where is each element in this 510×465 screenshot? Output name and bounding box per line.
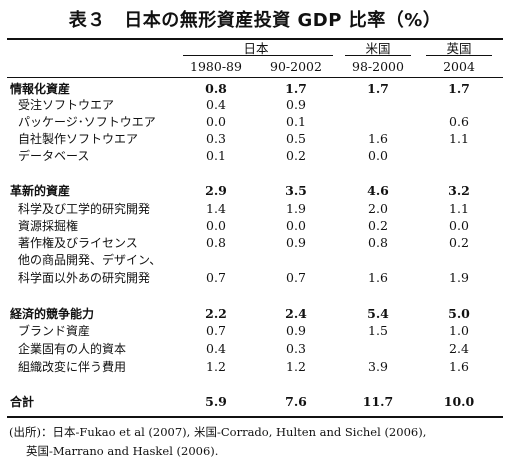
item-value: 0.0 [368, 148, 388, 163]
item-label: 他の商品開発、デザイン、 [18, 253, 162, 267]
item-label: 組織改変に伴う費用 [18, 360, 127, 374]
item-value: 0.1 [286, 114, 306, 129]
item-value: 1.1 [449, 201, 469, 216]
header-period-3: 98-2000 [352, 59, 404, 74]
category-value: 4.6 [367, 183, 389, 198]
item-value: 0.0 [206, 114, 226, 129]
header-japan: 日本 [243, 41, 269, 56]
header-period-2: 90-2002 [270, 59, 322, 74]
item-value: 0.8 [368, 235, 388, 250]
header-period-4: 2004 [443, 59, 475, 74]
item-label: 資源採掘権 [18, 219, 79, 233]
category-value: 3.2 [448, 183, 470, 198]
category-label: 情報化資産 [10, 82, 71, 96]
category-value: 1.7 [285, 81, 307, 96]
item-value: 0.9 [286, 323, 306, 338]
item-label: ブランド資産 [18, 324, 91, 338]
header-underline-japan [183, 55, 333, 56]
total-value: 7.6 [285, 394, 307, 409]
total-value: 5.9 [205, 394, 227, 409]
category-value: 5.0 [448, 306, 470, 321]
item-value: 0.4 [206, 97, 226, 112]
item-value: 1.2 [286, 359, 306, 374]
total-label: 合計 [10, 395, 35, 409]
category-value: 1.7 [448, 81, 470, 96]
category-value: 3.5 [285, 183, 307, 198]
category-value: 2.4 [285, 306, 307, 321]
category-value: 2.2 [205, 306, 227, 321]
item-label: パッケージ･ソフトウエア [18, 115, 156, 129]
item-value: 0.2 [368, 218, 388, 233]
item-value: 1.1 [449, 131, 469, 146]
item-value: 0.6 [449, 114, 469, 129]
source-note-line2: 英国-Marrano and Haskel (2006). [26, 444, 219, 458]
total-value: 10.0 [443, 394, 475, 409]
header-underline-uk [426, 55, 492, 56]
item-value: 0.2 [449, 235, 469, 250]
header-usa: 米国 [365, 41, 391, 56]
category-label: 革新的資産 [10, 184, 71, 198]
item-value: 0.7 [206, 323, 226, 338]
header-period-1: 1980-89 [190, 59, 242, 74]
item-value: 0.9 [286, 97, 306, 112]
header-uk: 英国 [446, 41, 472, 56]
category-value: 0.8 [205, 81, 227, 96]
item-value: 1.9 [286, 201, 306, 216]
bottom-rule [7, 416, 503, 418]
category-value: 2.9 [205, 183, 227, 198]
category-value: 5.4 [367, 306, 389, 321]
total-value: 11.7 [362, 394, 394, 409]
item-label: 科学面以外あの研究開発 [18, 271, 151, 285]
item-value: 1.9 [449, 270, 469, 285]
item-label: データベース [18, 149, 90, 163]
item-value: 0.5 [286, 131, 306, 146]
item-value: 1.6 [368, 270, 388, 285]
source-note-line1: (出所)：日本-Fukao et al (2007), 米国-Corrado, … [9, 425, 427, 439]
item-label: 企業固有の人的資本 [18, 342, 127, 356]
item-value: 0.0 [286, 218, 306, 233]
item-value: 0.0 [449, 218, 469, 233]
item-value: 2.0 [368, 201, 388, 216]
table-title: 表３ 日本の無形資産投資 GDP 比率（%） [68, 10, 442, 31]
item-value: 1.2 [206, 359, 226, 374]
item-value: 2.4 [449, 341, 469, 356]
item-value: 0.3 [286, 341, 306, 356]
item-value: 0.7 [286, 270, 306, 285]
category-label: 経済的競争能力 [10, 307, 95, 321]
item-value: 1.4 [206, 201, 226, 216]
item-label: 受注ソフトウエア [18, 98, 115, 112]
item-value: 1.6 [368, 131, 388, 146]
header-underline-usa [345, 55, 411, 56]
category-value: 1.7 [367, 81, 389, 96]
item-label: 自社製作ソフトウエア [18, 132, 139, 146]
item-label: 著作権及びライセンス [18, 236, 138, 250]
item-value: 0.3 [206, 131, 226, 146]
item-value: 0.1 [206, 148, 226, 163]
item-value: 3.9 [368, 359, 388, 374]
header-rule [7, 77, 503, 78]
item-value: 0.0 [206, 218, 226, 233]
item-label: 科学及び工学的研究開発 [18, 202, 151, 216]
item-value: 0.2 [286, 148, 306, 163]
item-value: 1.0 [449, 323, 469, 338]
item-value: 1.5 [368, 323, 388, 338]
item-value: 0.9 [286, 235, 306, 250]
item-value: 0.8 [206, 235, 226, 250]
item-value: 0.7 [206, 270, 226, 285]
top-rule [7, 38, 503, 40]
item-value: 0.4 [206, 341, 226, 356]
item-value: 1.6 [449, 359, 469, 374]
